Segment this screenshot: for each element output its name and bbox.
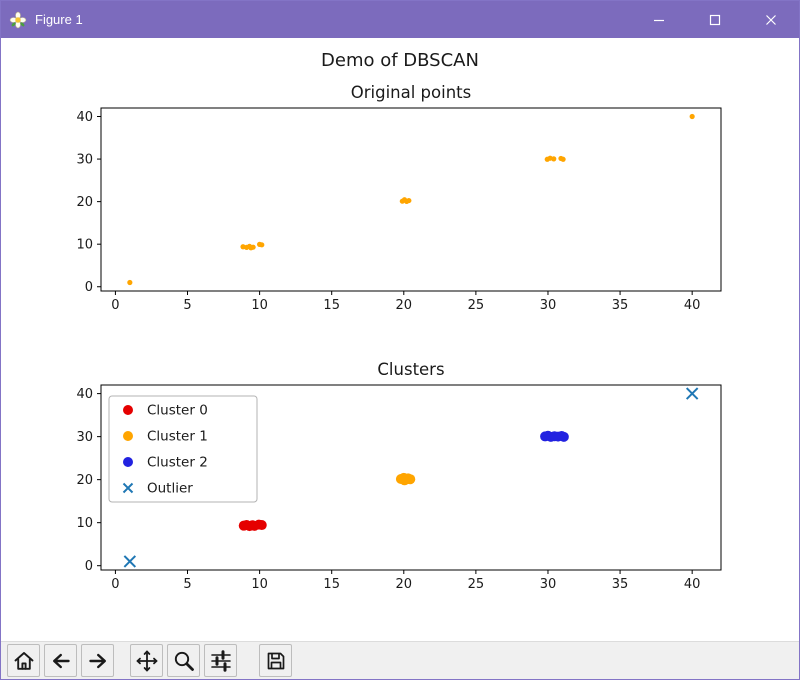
scatter-point bbox=[127, 279, 133, 286]
forward-icon bbox=[88, 653, 106, 668]
axes-original-points: Original points 0 5 10 15 20 25 30 35 40 0 10 20 30 40 bbox=[76, 83, 722, 313]
x-tick-label: 10 bbox=[251, 298, 268, 313]
configure-subplots-icon bbox=[210, 649, 231, 672]
outlier-marker bbox=[685, 387, 699, 400]
series-cluster-2 bbox=[540, 430, 569, 442]
legend-label: Outlier bbox=[147, 481, 193, 497]
x-tick-label: 5 bbox=[183, 577, 191, 592]
save-icon bbox=[267, 652, 284, 669]
subplot-title: Original points bbox=[351, 83, 472, 102]
y-tick-label: 40 bbox=[76, 387, 93, 402]
titlebar[interactable]: Figure 1 bbox=[1, 1, 799, 38]
scatter-point bbox=[406, 197, 412, 204]
x-tick-label: 20 bbox=[396, 298, 413, 313]
pan-icon bbox=[136, 650, 157, 671]
maximize-icon bbox=[709, 14, 721, 25]
series-cluster-0 bbox=[238, 519, 267, 532]
y-tick-label: 0 bbox=[85, 559, 93, 574]
scatter-point bbox=[689, 113, 695, 120]
y-tick-label: 30 bbox=[76, 430, 93, 445]
home-button[interactable] bbox=[7, 644, 40, 677]
home-icon bbox=[14, 651, 33, 670]
axes-clusters: Clusters 0 5 10 15 20 25 30 35 40 0 10 20 30 40 Cluster… bbox=[76, 360, 722, 592]
legend-marker-dot bbox=[123, 457, 133, 467]
y-tick-label: 30 bbox=[76, 153, 93, 168]
y-tick-label: 10 bbox=[76, 238, 93, 253]
legend-box bbox=[108, 395, 258, 503]
scatter-point bbox=[399, 475, 410, 486]
configure-subplots-button[interactable] bbox=[204, 644, 237, 677]
minimize-button[interactable] bbox=[631, 1, 687, 38]
figure-canvas[interactable]: Demo of DBSCAN Original points 0 5 10 15 20 25… bbox=[1, 38, 799, 641]
legend-marker-dot bbox=[123, 405, 133, 415]
matplotlib-toolbar bbox=[1, 641, 799, 679]
scatter-point bbox=[558, 431, 569, 442]
x-tick-label: 5 bbox=[183, 298, 191, 313]
scatter-point bbox=[256, 520, 267, 531]
y-tick-label: 20 bbox=[76, 195, 93, 210]
window-title: Figure 1 bbox=[35, 12, 83, 27]
x-tick-label: 40 bbox=[684, 298, 701, 313]
y-tick-label: 20 bbox=[76, 473, 93, 488]
x-tick-label: 30 bbox=[540, 577, 557, 592]
charts-root: Original points 0 5 10 15 20 25 30 35 40 0 10 20 30 40… bbox=[76, 83, 722, 592]
maximize-button[interactable] bbox=[687, 1, 743, 38]
legend-label: Cluster 1 bbox=[147, 429, 208, 445]
x-tick-label: 35 bbox=[612, 298, 629, 313]
matplotlib-logo-icon bbox=[9, 11, 27, 29]
series-outlier bbox=[123, 387, 699, 568]
x-tick-label: 0 bbox=[111, 577, 119, 592]
x-tick-label: 30 bbox=[540, 298, 557, 313]
series-cluster-1 bbox=[395, 472, 416, 486]
save-button[interactable] bbox=[259, 644, 292, 677]
pan-button[interactable] bbox=[130, 644, 163, 677]
x-tick-label: 0 bbox=[111, 298, 119, 313]
x-tick-label: 40 bbox=[684, 577, 701, 592]
figure-suptitle: Demo of DBSCAN bbox=[321, 50, 479, 71]
y-tick-label: 40 bbox=[76, 110, 93, 125]
window-controls bbox=[631, 1, 799, 38]
x-tick-label: 35 bbox=[612, 577, 629, 592]
zoom-icon bbox=[174, 651, 194, 671]
subplot-title: Clusters bbox=[377, 360, 444, 379]
x-tick-label: 20 bbox=[396, 577, 413, 592]
legend-label: Cluster 2 bbox=[147, 455, 208, 471]
legend-label: Cluster 0 bbox=[147, 403, 208, 419]
close-icon bbox=[766, 14, 776, 25]
x-tick-label: 25 bbox=[468, 577, 485, 592]
x-tick-label: 15 bbox=[323, 577, 340, 592]
forward-button[interactable] bbox=[81, 644, 114, 677]
scatter-point bbox=[551, 156, 557, 162]
close-button[interactable] bbox=[743, 1, 799, 38]
back-icon bbox=[52, 653, 70, 668]
scatter-point bbox=[259, 242, 265, 248]
outlier-marker bbox=[123, 555, 137, 568]
zoom-button[interactable] bbox=[167, 644, 200, 677]
scatter-point bbox=[248, 245, 254, 251]
scatter-point bbox=[560, 156, 566, 162]
x-tick-label: 10 bbox=[251, 577, 268, 592]
legend: Cluster 0 Cluster 1 Cluster 2 Outlier bbox=[108, 395, 258, 503]
y-tick-label: 0 bbox=[85, 280, 93, 295]
legend-marker-dot bbox=[123, 431, 133, 441]
x-tick-label: 15 bbox=[323, 298, 340, 313]
back-button[interactable] bbox=[44, 644, 77, 677]
series-points bbox=[127, 113, 695, 286]
y-tick-label: 10 bbox=[76, 516, 93, 531]
x-tick-label: 25 bbox=[468, 298, 485, 313]
legend-marker-x bbox=[122, 482, 134, 494]
minimize-icon bbox=[654, 19, 664, 21]
